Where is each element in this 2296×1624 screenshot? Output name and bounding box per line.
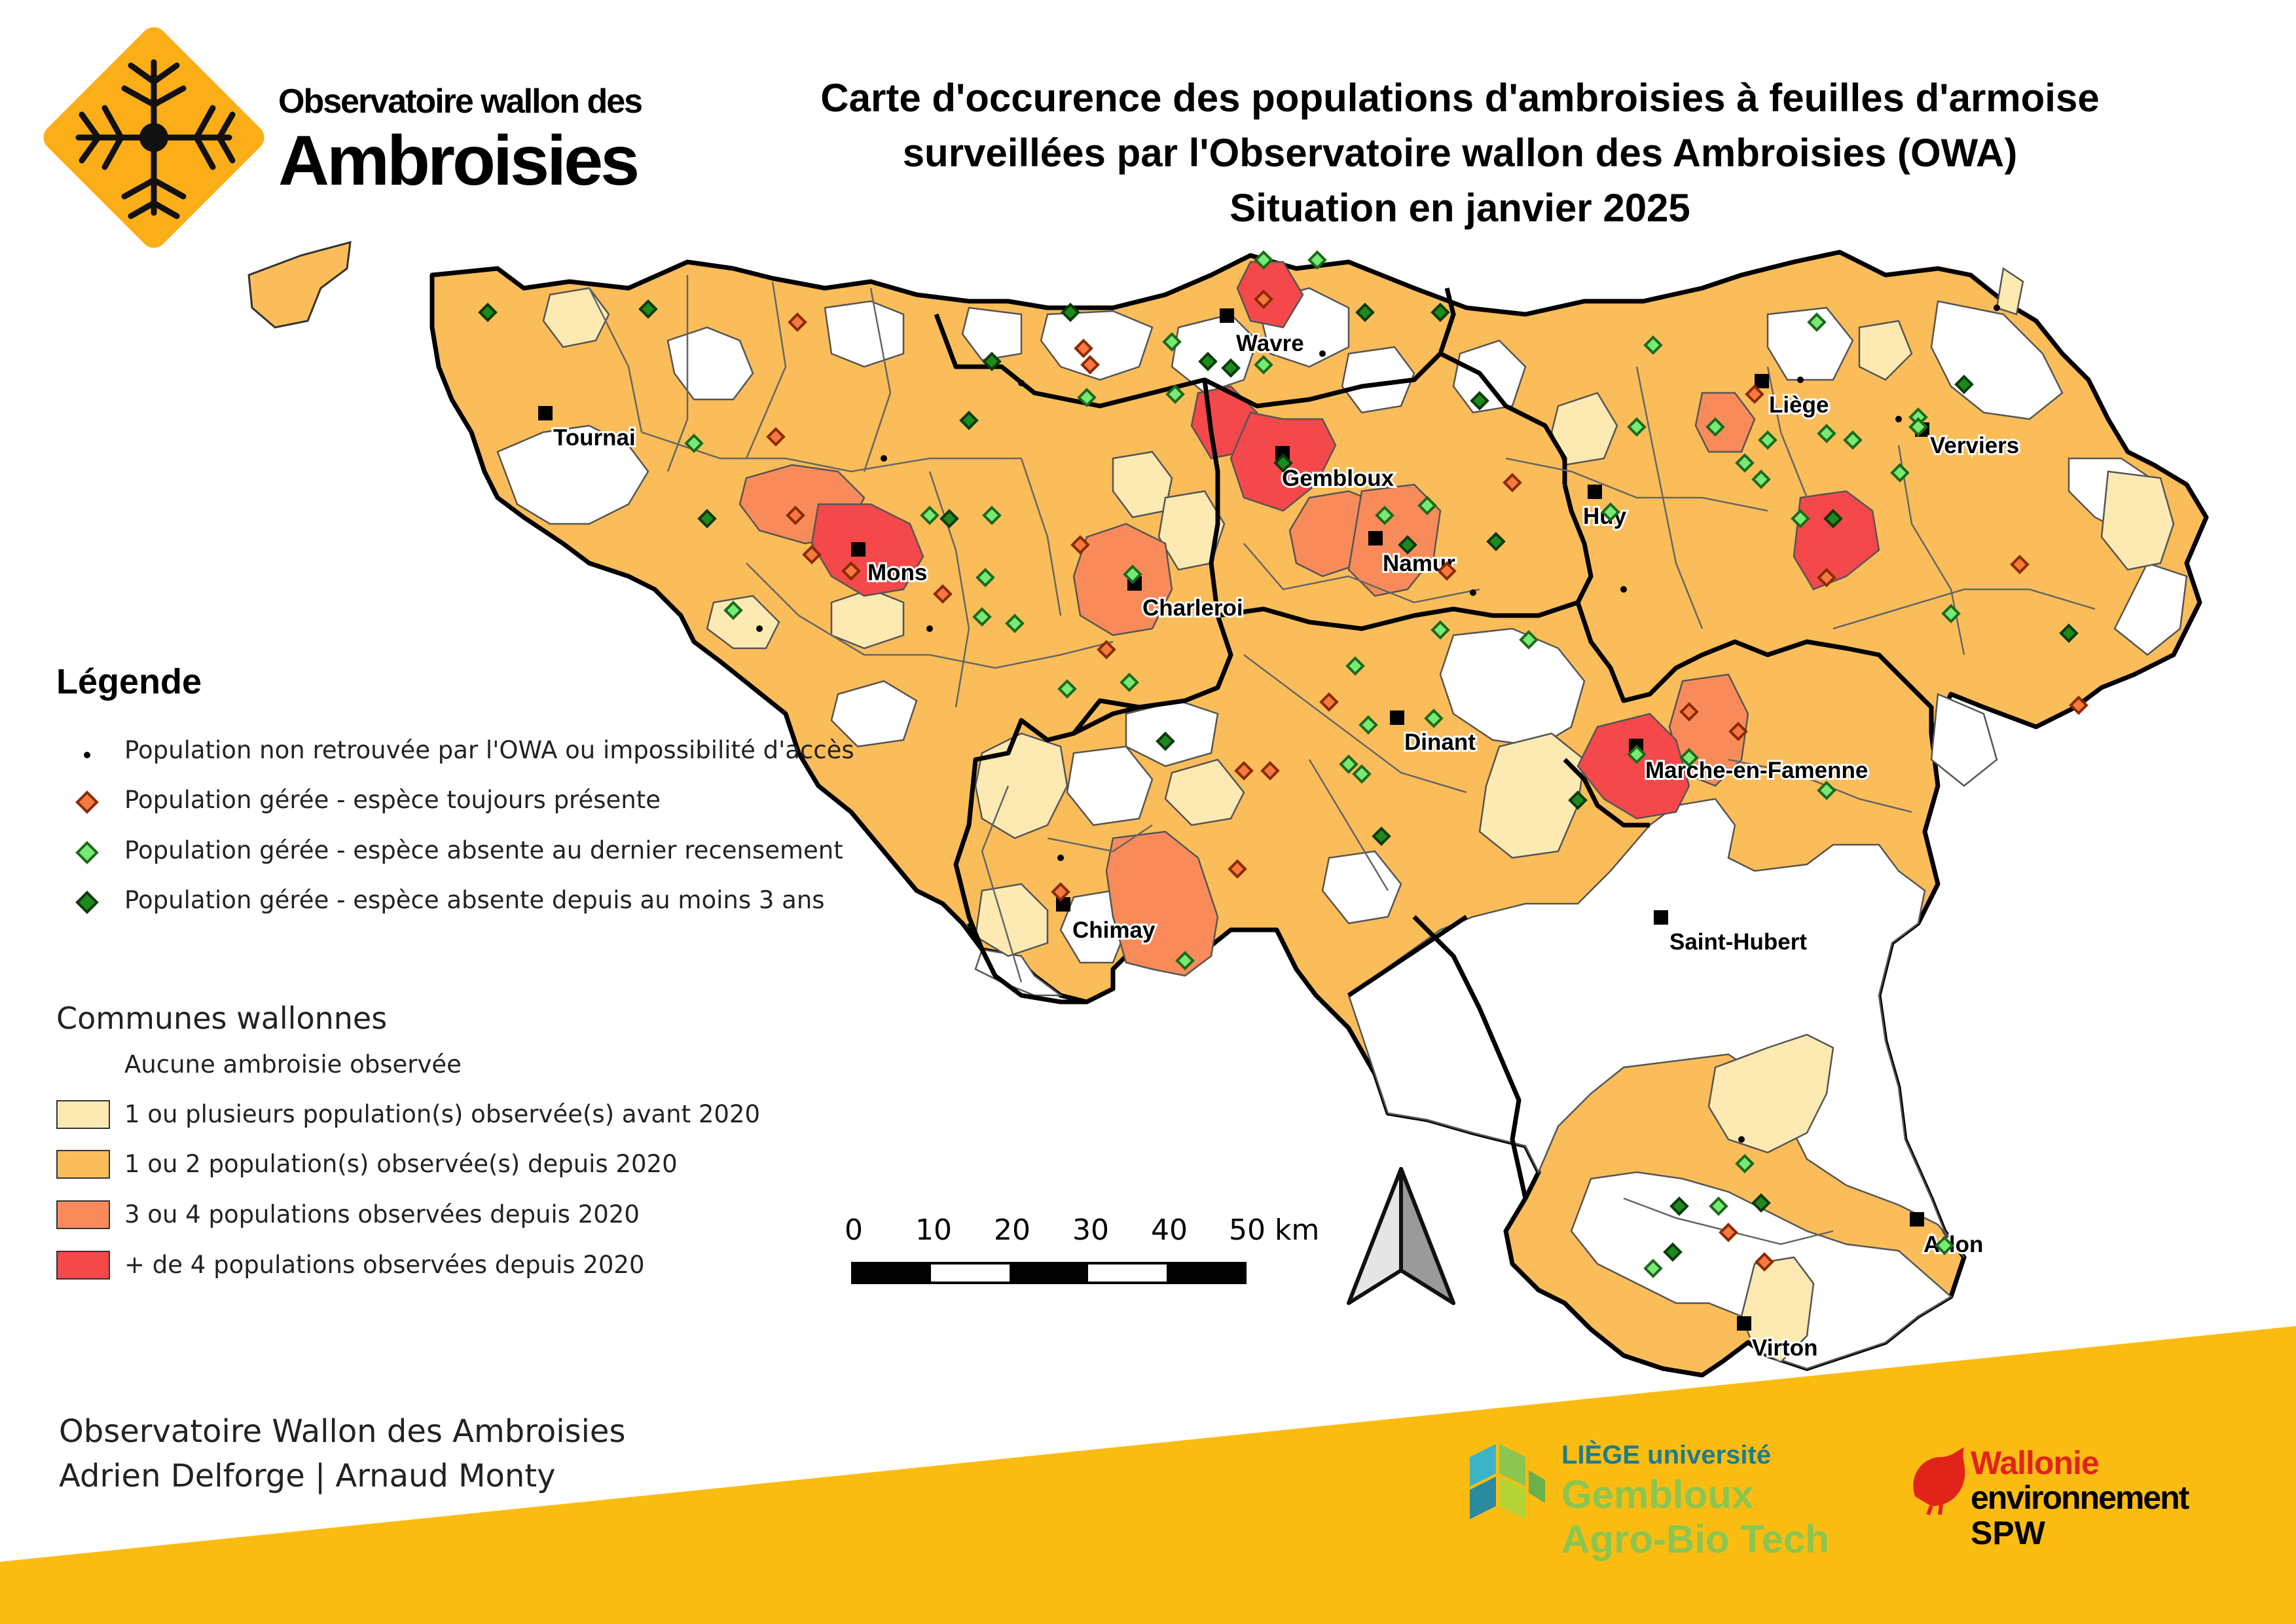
map-title-line-3: Situation en janvier 2025	[1230, 186, 1690, 230]
communes-more-four	[811, 261, 1880, 820]
commune-comines	[247, 240, 352, 329]
points-present	[766, 289, 2088, 1272]
uliege-text-top: LIÈGE université	[1561, 1441, 1772, 1469]
uliege-text-mid: Gembloux	[1561, 1473, 1754, 1517]
scale-tick-0: 0	[845, 1213, 863, 1247]
legend-point-present: Population gérée - espèce toujours prése…	[124, 786, 661, 814]
city-label: Verviers	[1930, 433, 2019, 458]
legend-point-not-found: Population non retrouvée par l'OWA ou im…	[124, 736, 854, 764]
wallonie-text-top: Wallonie	[1971, 1445, 2100, 1481]
map-title-line-1: Carte d'occurence des populations d'ambr…	[820, 76, 2100, 120]
legend-commune-one-two: 1 ou 2 population(s) observée(s) depuis …	[124, 1150, 678, 1178]
city-label: Mons	[867, 560, 927, 585]
diamond-orange-icon	[75, 790, 99, 814]
points-absent-recent	[684, 250, 1961, 1278]
credit-line-2: Adrien Delforge | Arnaud Monty	[59, 1458, 556, 1494]
city-label: Arlon	[1923, 1232, 1983, 1257]
uliege-logo-icon	[1470, 1444, 1545, 1519]
legend-commune-before-2020: 1 ou plusieurs population(s) observée(s)…	[124, 1100, 761, 1128]
province-boundaries	[934, 287, 1934, 1199]
scale-tick-10: 10	[915, 1213, 952, 1247]
legend-commune-three-four: 3 ou 4 populations observées depuis 2020	[124, 1200, 640, 1228]
city-label: Huy	[1583, 504, 1627, 529]
wallonie-text-mid: environnement	[1971, 1479, 2189, 1516]
map-title-line-2: surveillées par l'Observatoire wallon de…	[902, 131, 2018, 175]
dot-icon	[84, 752, 90, 758]
legend-point-absent-3y: Population gérée - espèce absente depuis…	[124, 886, 825, 914]
swatch-more-four	[56, 1251, 110, 1280]
scale-bar	[851, 1262, 1247, 1284]
city-label: Chimay	[1072, 917, 1156, 943]
scale-tick-50: 50 km	[1229, 1213, 1320, 1247]
north-arrow-icon	[1347, 1167, 1455, 1305]
diamond-lightgreen-icon	[75, 841, 99, 864]
owa-logo-icon	[43, 27, 264, 248]
commune-boundaries	[588, 275, 2096, 1246]
city-label: Wavre	[1236, 331, 1304, 356]
legend-communes-title: Communes wallonnes	[56, 1001, 388, 1036]
legend-point-absent-recent: Population gérée - espèce absente au der…	[124, 836, 843, 864]
points-absent-3y	[478, 299, 2079, 1262]
city-labels: Tournai Mons Charleroi Wavre Gembloux Na…	[551, 329, 2021, 1363]
legend-title: Légende	[56, 662, 202, 701]
city-label: Marche-en-Famenne	[1645, 758, 1868, 783]
logo-text-ambroisies: Ambroisies	[278, 120, 640, 200]
scale-tick-30: 30	[1072, 1213, 1109, 1247]
communes-none	[496, 287, 2188, 1370]
credit-line-1: Observatoire Wallon des Ambroisies	[59, 1413, 626, 1450]
points-not-found	[756, 304, 2000, 1143]
city-label: Charleroi	[1142, 595, 1243, 621]
swatch-three-four	[56, 1200, 110, 1229]
wallonie-text-bot: SPW	[1971, 1515, 2045, 1551]
swatch-one-two	[56, 1150, 110, 1179]
swatch-before-2020	[56, 1100, 110, 1129]
city-label: Virton	[1752, 1335, 1817, 1361]
scale-tick-20: 20	[994, 1213, 1030, 1247]
diamond-darkgreen-icon	[75, 891, 99, 914]
legend-commune-more-four: + de 4 populations observées depuis 2020	[124, 1251, 645, 1279]
communes-before-2020	[542, 267, 2175, 1363]
logo-text-observatoire: Observatoire wallon des	[278, 83, 643, 120]
scale-tick-40: 40	[1151, 1213, 1188, 1247]
city-label: Liège	[1769, 392, 1829, 418]
city-label: Saint-Hubert	[1669, 929, 1807, 955]
wallonie-rooster-icon	[1913, 1447, 1965, 1516]
uliege-text-bot: Agro-Bio Tech	[1561, 1517, 1829, 1561]
city-label: Tournai	[553, 425, 636, 451]
city-markers	[538, 308, 1929, 1331]
legend-commune-none: Aucune ambroisie observée	[124, 1050, 462, 1079]
city-label: Gembloux	[1282, 466, 1394, 491]
city-label: Dinant	[1404, 729, 1476, 755]
